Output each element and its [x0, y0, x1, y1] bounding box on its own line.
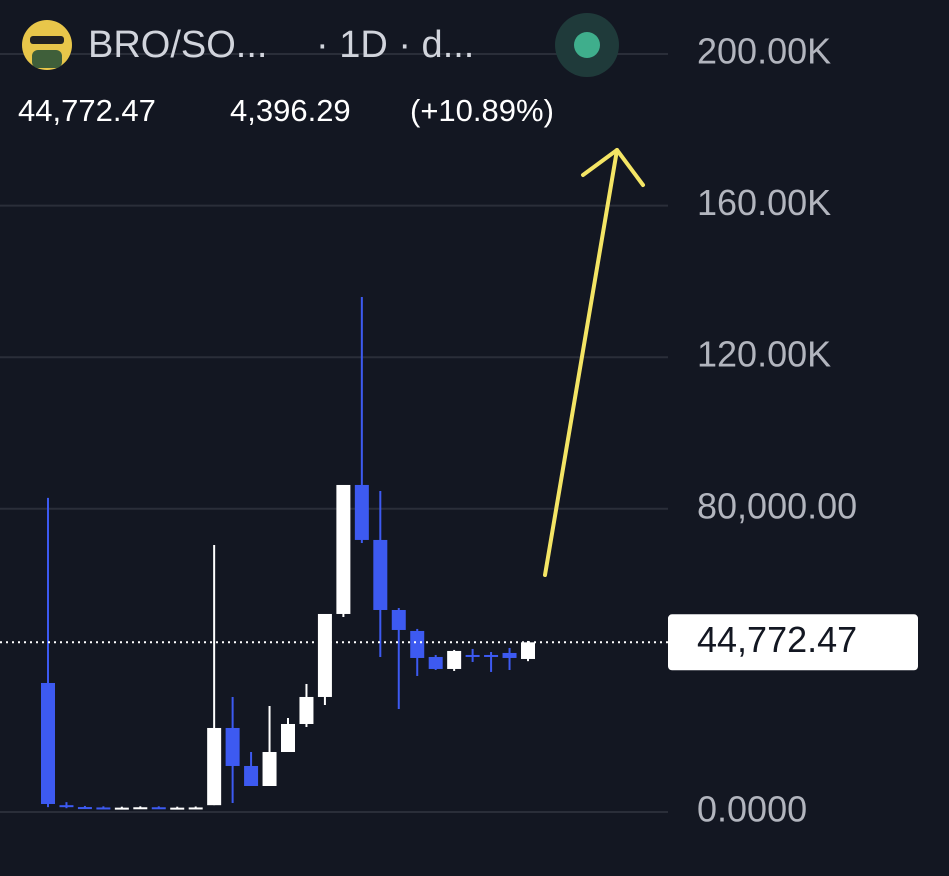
- change: 4,396.29: [230, 93, 351, 128]
- candle-body: [354, 484, 369, 540]
- last-price-label: 44,772.47: [697, 619, 857, 660]
- candle-body: [262, 752, 277, 787]
- last-price: 44,772.47: [18, 93, 156, 128]
- last-price-box: [668, 614, 918, 671]
- y-tick-label: 200.00K: [697, 31, 831, 72]
- candle-body: [484, 654, 499, 657]
- candle-body: [447, 650, 462, 669]
- y-tick-label: 160.00K: [697, 182, 831, 223]
- candle-body: [410, 630, 425, 658]
- candle-body: [373, 539, 388, 610]
- candle-body: [96, 807, 111, 810]
- candle-body: [41, 682, 55, 805]
- candle-body: [225, 727, 240, 766]
- candle-body: [188, 807, 203, 810]
- candle-body: [299, 696, 314, 724]
- candle-body: [465, 654, 480, 657]
- y-tick-label: 80,000.00: [697, 485, 857, 526]
- y-tick-label: 120.00K: [697, 334, 831, 375]
- candle-body: [151, 807, 166, 810]
- annotation-arrowhead: [581, 148, 645, 187]
- candle-body: [521, 642, 535, 659]
- candle-body: [336, 484, 351, 614]
- candle-body: [281, 723, 295, 753]
- candle-body: [244, 765, 259, 787]
- y-axis: 0.0000 80,000.00 120.00K 160.00K 200.00K: [697, 31, 857, 830]
- annotation-arrow: [543, 148, 619, 577]
- candle-body: [114, 807, 129, 810]
- avatar: [22, 20, 72, 70]
- candle-body: [170, 807, 185, 810]
- avatar-body: [32, 50, 62, 68]
- status-dot: [574, 32, 600, 58]
- candle-body: [59, 805, 74, 808]
- y-tick-label: 0.0000: [697, 789, 807, 830]
- candle-body: [428, 656, 443, 669]
- candles: [41, 296, 535, 810]
- candle-body: [391, 609, 406, 630]
- candle-body: [317, 613, 332, 697]
- interval: · 1D · d...: [316, 24, 474, 66]
- change-percent: (+10.89%): [410, 93, 554, 128]
- candle-body: [207, 727, 222, 806]
- candle-body: [77, 807, 92, 810]
- candle-body: [502, 652, 517, 658]
- pair-title: BRO/SO...: [88, 24, 267, 66]
- avatar-glasses: [30, 36, 64, 44]
- candle-body: [133, 807, 148, 810]
